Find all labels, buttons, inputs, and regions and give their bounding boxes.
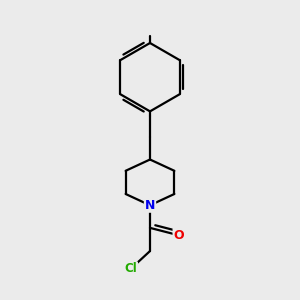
Text: O: O — [173, 229, 184, 242]
Text: N: N — [145, 199, 155, 212]
Text: Cl: Cl — [124, 262, 137, 275]
